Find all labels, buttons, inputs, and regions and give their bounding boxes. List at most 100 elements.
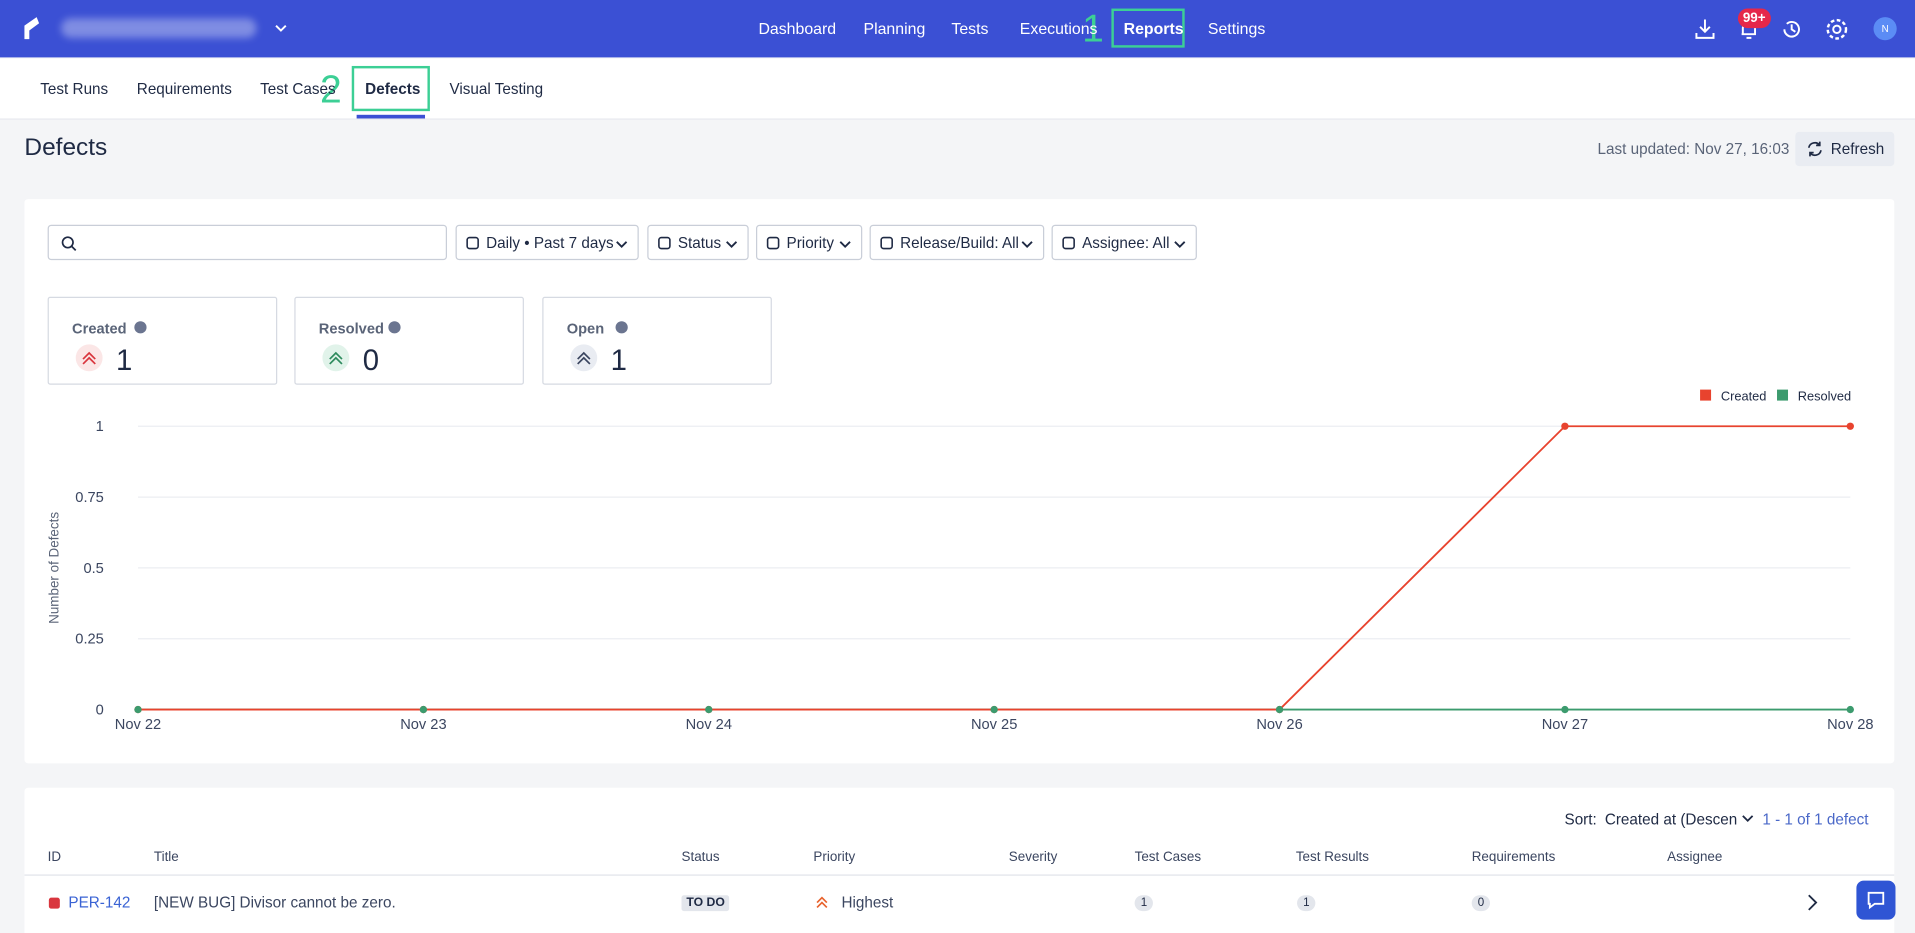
- filter-dropdown[interactable]: Status: [647, 224, 749, 261]
- refresh-icon: [1807, 141, 1822, 157]
- settings-icon[interactable]: [1823, 16, 1850, 43]
- stat-value: 1: [116, 344, 133, 378]
- tab[interactable]: Test Cases: [260, 80, 336, 98]
- data-point: [134, 705, 142, 714]
- avatar[interactable]: N: [1873, 17, 1897, 41]
- stat-label: Open: [566, 319, 605, 338]
- chat-icon: [1867, 891, 1885, 910]
- highlight-box: [1111, 8, 1185, 48]
- count-badge: 0: [1471, 895, 1491, 912]
- stat-icon: [322, 344, 350, 372]
- caret: [1021, 241, 1033, 249]
- column-header: Assignee: [1667, 850, 1723, 865]
- chart-card: [24, 199, 1895, 764]
- tab[interactable]: Visual Testing: [449, 80, 544, 98]
- column-header: Test Results: [1295, 850, 1370, 865]
- highlight-box: [351, 65, 430, 112]
- stat-icon: [75, 344, 103, 372]
- column-header: Test Cases: [1134, 850, 1202, 865]
- y-tick-label: 0.75: [75, 490, 104, 506]
- y-tick-label: 0: [96, 702, 104, 718]
- nav-link[interactable]: Reports: [1123, 19, 1184, 38]
- column-header: Requirements: [1471, 850, 1556, 865]
- tab[interactable]: Defects: [365, 80, 421, 98]
- sort-select[interactable]: Created at (Descen: [1604, 810, 1738, 829]
- legend-label: Created: [1721, 389, 1767, 404]
- line-chart: Number of Defects 0 0.25 0.5 0.75 1 Nov 22 Nov …: [47, 389, 1874, 734]
- nav-link[interactable]: Dashboard: [758, 19, 837, 38]
- nav-link[interactable]: Executions: [1019, 19, 1098, 38]
- data-point: [1561, 422, 1569, 430]
- search-icon: [61, 236, 77, 251]
- sort-label: Sort:: [1564, 810, 1597, 829]
- column-header: Severity: [1008, 850, 1058, 865]
- project-name[interactable]: [61, 18, 257, 38]
- data-point: [1561, 705, 1569, 714]
- chat-button[interactable]: [1856, 880, 1896, 920]
- row-chevron[interactable]: [1806, 894, 1818, 917]
- download-icon[interactable]: [1693, 17, 1717, 41]
- column-header: Status: [681, 850, 720, 865]
- x-tick-label: Nov 26: [1256, 717, 1302, 733]
- stat-glyph: [82, 351, 96, 365]
- x-tick-label: Nov 24: [686, 717, 732, 733]
- x-tick-label: Nov 22: [115, 717, 161, 733]
- table-card: [24, 787, 1895, 933]
- tab[interactable]: Test Runs: [40, 80, 109, 98]
- defect-title[interactable]: [NEW BUG] Divisor cannot be zero.: [153, 894, 396, 912]
- stat-value: 1: [610, 344, 627, 378]
- filter-label: Daily • Past 7 days: [486, 234, 614, 252]
- stat-glyph: [329, 351, 343, 365]
- legend-swatch: [1777, 389, 1789, 401]
- filter-dropdown[interactable]: Daily • Past 7 days: [455, 224, 639, 261]
- legend-swatch: [1700, 389, 1712, 401]
- priority-glyph: [816, 896, 828, 909]
- stat-card: Open 1: [542, 296, 772, 385]
- history-icon[interactable]: [1779, 17, 1803, 41]
- filter-dropdown[interactable]: Priority: [755, 224, 863, 261]
- chevron: [1808, 894, 1818, 911]
- refresh-button[interactable]: Refresh: [1795, 131, 1895, 167]
- tab[interactable]: Requirements: [136, 80, 232, 98]
- caret: [726, 241, 738, 249]
- x-tick-label: Nov 28: [1827, 717, 1873, 733]
- info-icon: [615, 321, 628, 334]
- data-point: [1275, 705, 1284, 714]
- y-tick-label: 0.25: [75, 632, 104, 648]
- count-badge: 1: [1297, 895, 1316, 912]
- y-tick-label: 0.5: [83, 561, 103, 577]
- project-dropdown[interactable]: [274, 21, 289, 36]
- nav-link[interactable]: Tests: [951, 19, 989, 38]
- x-tick-label: Nov 23: [400, 717, 446, 733]
- column-header: Title: [153, 850, 179, 865]
- nav-link[interactable]: Planning: [863, 19, 926, 38]
- caret: [839, 241, 851, 249]
- search-input[interactable]: [47, 224, 448, 261]
- filter-label: Assignee: All: [1082, 234, 1170, 252]
- nav-link[interactable]: Settings: [1207, 19, 1266, 38]
- data-point: [990, 705, 998, 714]
- tab-bar: [0, 58, 1915, 120]
- defect-icon: [48, 897, 60, 909]
- stat-card: Resolved 0: [294, 296, 524, 385]
- stat-icon: [570, 344, 598, 372]
- last-updated: Last updated: Nov 27, 16:03: [1597, 140, 1790, 158]
- count-badge: 1: [1134, 895, 1154, 912]
- y-axis-label: Number of Defects: [47, 512, 62, 624]
- table-divider: [24, 874, 1895, 876]
- annotation: 1: [1082, 6, 1104, 51]
- status-badge: TO DO: [681, 895, 730, 912]
- filter-icon: [766, 236, 780, 250]
- filter-dropdown[interactable]: Assignee: All: [1051, 224, 1197, 261]
- annotation: 2: [319, 67, 342, 112]
- sort-caret: [1742, 815, 1754, 823]
- data-point: [705, 705, 713, 714]
- data-point: [1846, 422, 1854, 430]
- filter-dropdown[interactable]: Release/Build: All: [869, 224, 1045, 261]
- data-point: [1846, 705, 1854, 714]
- defect-id[interactable]: PER-142: [68, 894, 131, 912]
- active-tab-underline: [356, 114, 426, 119]
- filter-icon: [880, 236, 893, 250]
- page-title: Defects: [24, 134, 108, 162]
